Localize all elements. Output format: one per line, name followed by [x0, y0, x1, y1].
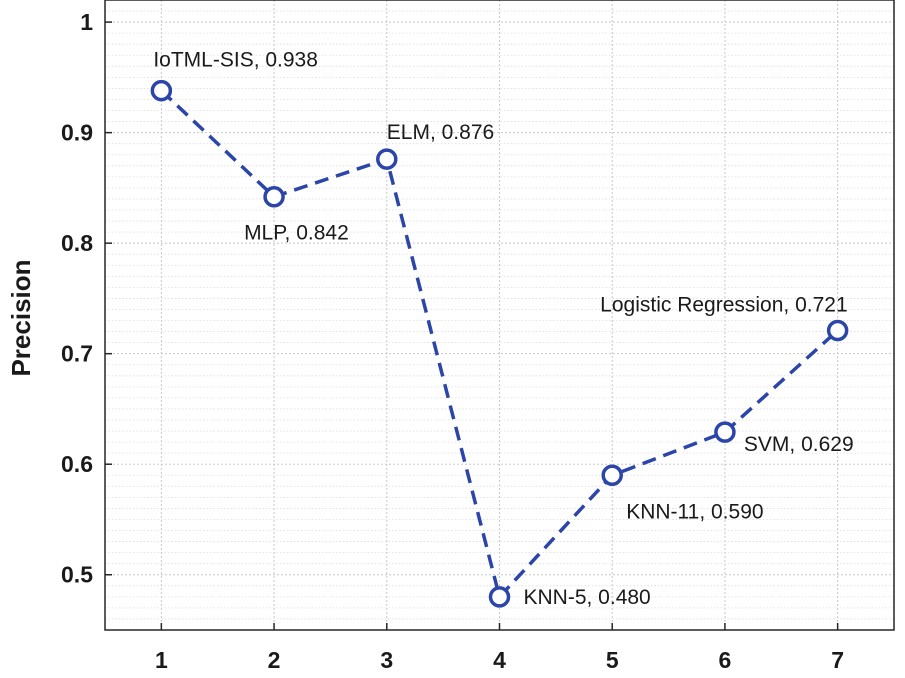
data-label: KNN-5, 0.480: [524, 586, 651, 609]
data-label: KNN-11, 0.590: [626, 500, 763, 523]
x-tick-label: 4: [493, 647, 506, 673]
y-tick-label: 0.8: [61, 230, 93, 256]
x-tick-label: 2: [268, 647, 281, 673]
data-label: SVM, 0.629: [744, 433, 854, 456]
y-tick-label: 0.6: [61, 451, 93, 477]
data-point: [263, 185, 285, 208]
y-tick-label: 0.9: [61, 120, 93, 146]
y-tick-label: 0.7: [61, 341, 93, 367]
major-gridlines: [105, 0, 894, 630]
data-label: IoTML-SIS, 0.938: [153, 49, 318, 72]
data-label: MLP, 0.842: [244, 222, 349, 245]
data-point: [376, 148, 398, 170]
data-point: [488, 586, 511, 608]
x-axis: 1 2 3 4 5 6 7: [155, 623, 844, 673]
y-axis: 0.5 0.6 0.7 0.8 0.9 1: [61, 9, 112, 588]
data-point: [601, 464, 623, 487]
x-tick-label: 3: [380, 647, 393, 673]
data-point: [826, 319, 849, 342]
y-axis-title: Precision: [6, 259, 36, 376]
series-precision: IoTML-SIS, 0.938 MLP, 0.842 ELM, 0.876 KNN-…: [150, 49, 854, 609]
data-point: [150, 79, 173, 102]
x-tick-label: 7: [831, 647, 844, 673]
data-label: Logistic Regression, 0.721: [600, 293, 847, 316]
data-label: ELM, 0.876: [387, 121, 494, 144]
x-tick-label: 5: [606, 647, 619, 673]
x-tick-label: 6: [719, 647, 732, 673]
y-tick-label: 0.5: [61, 562, 93, 588]
y-tick-label: 1: [80, 9, 93, 35]
data-point: [714, 421, 736, 443]
x-tick-label: 1: [155, 647, 168, 673]
